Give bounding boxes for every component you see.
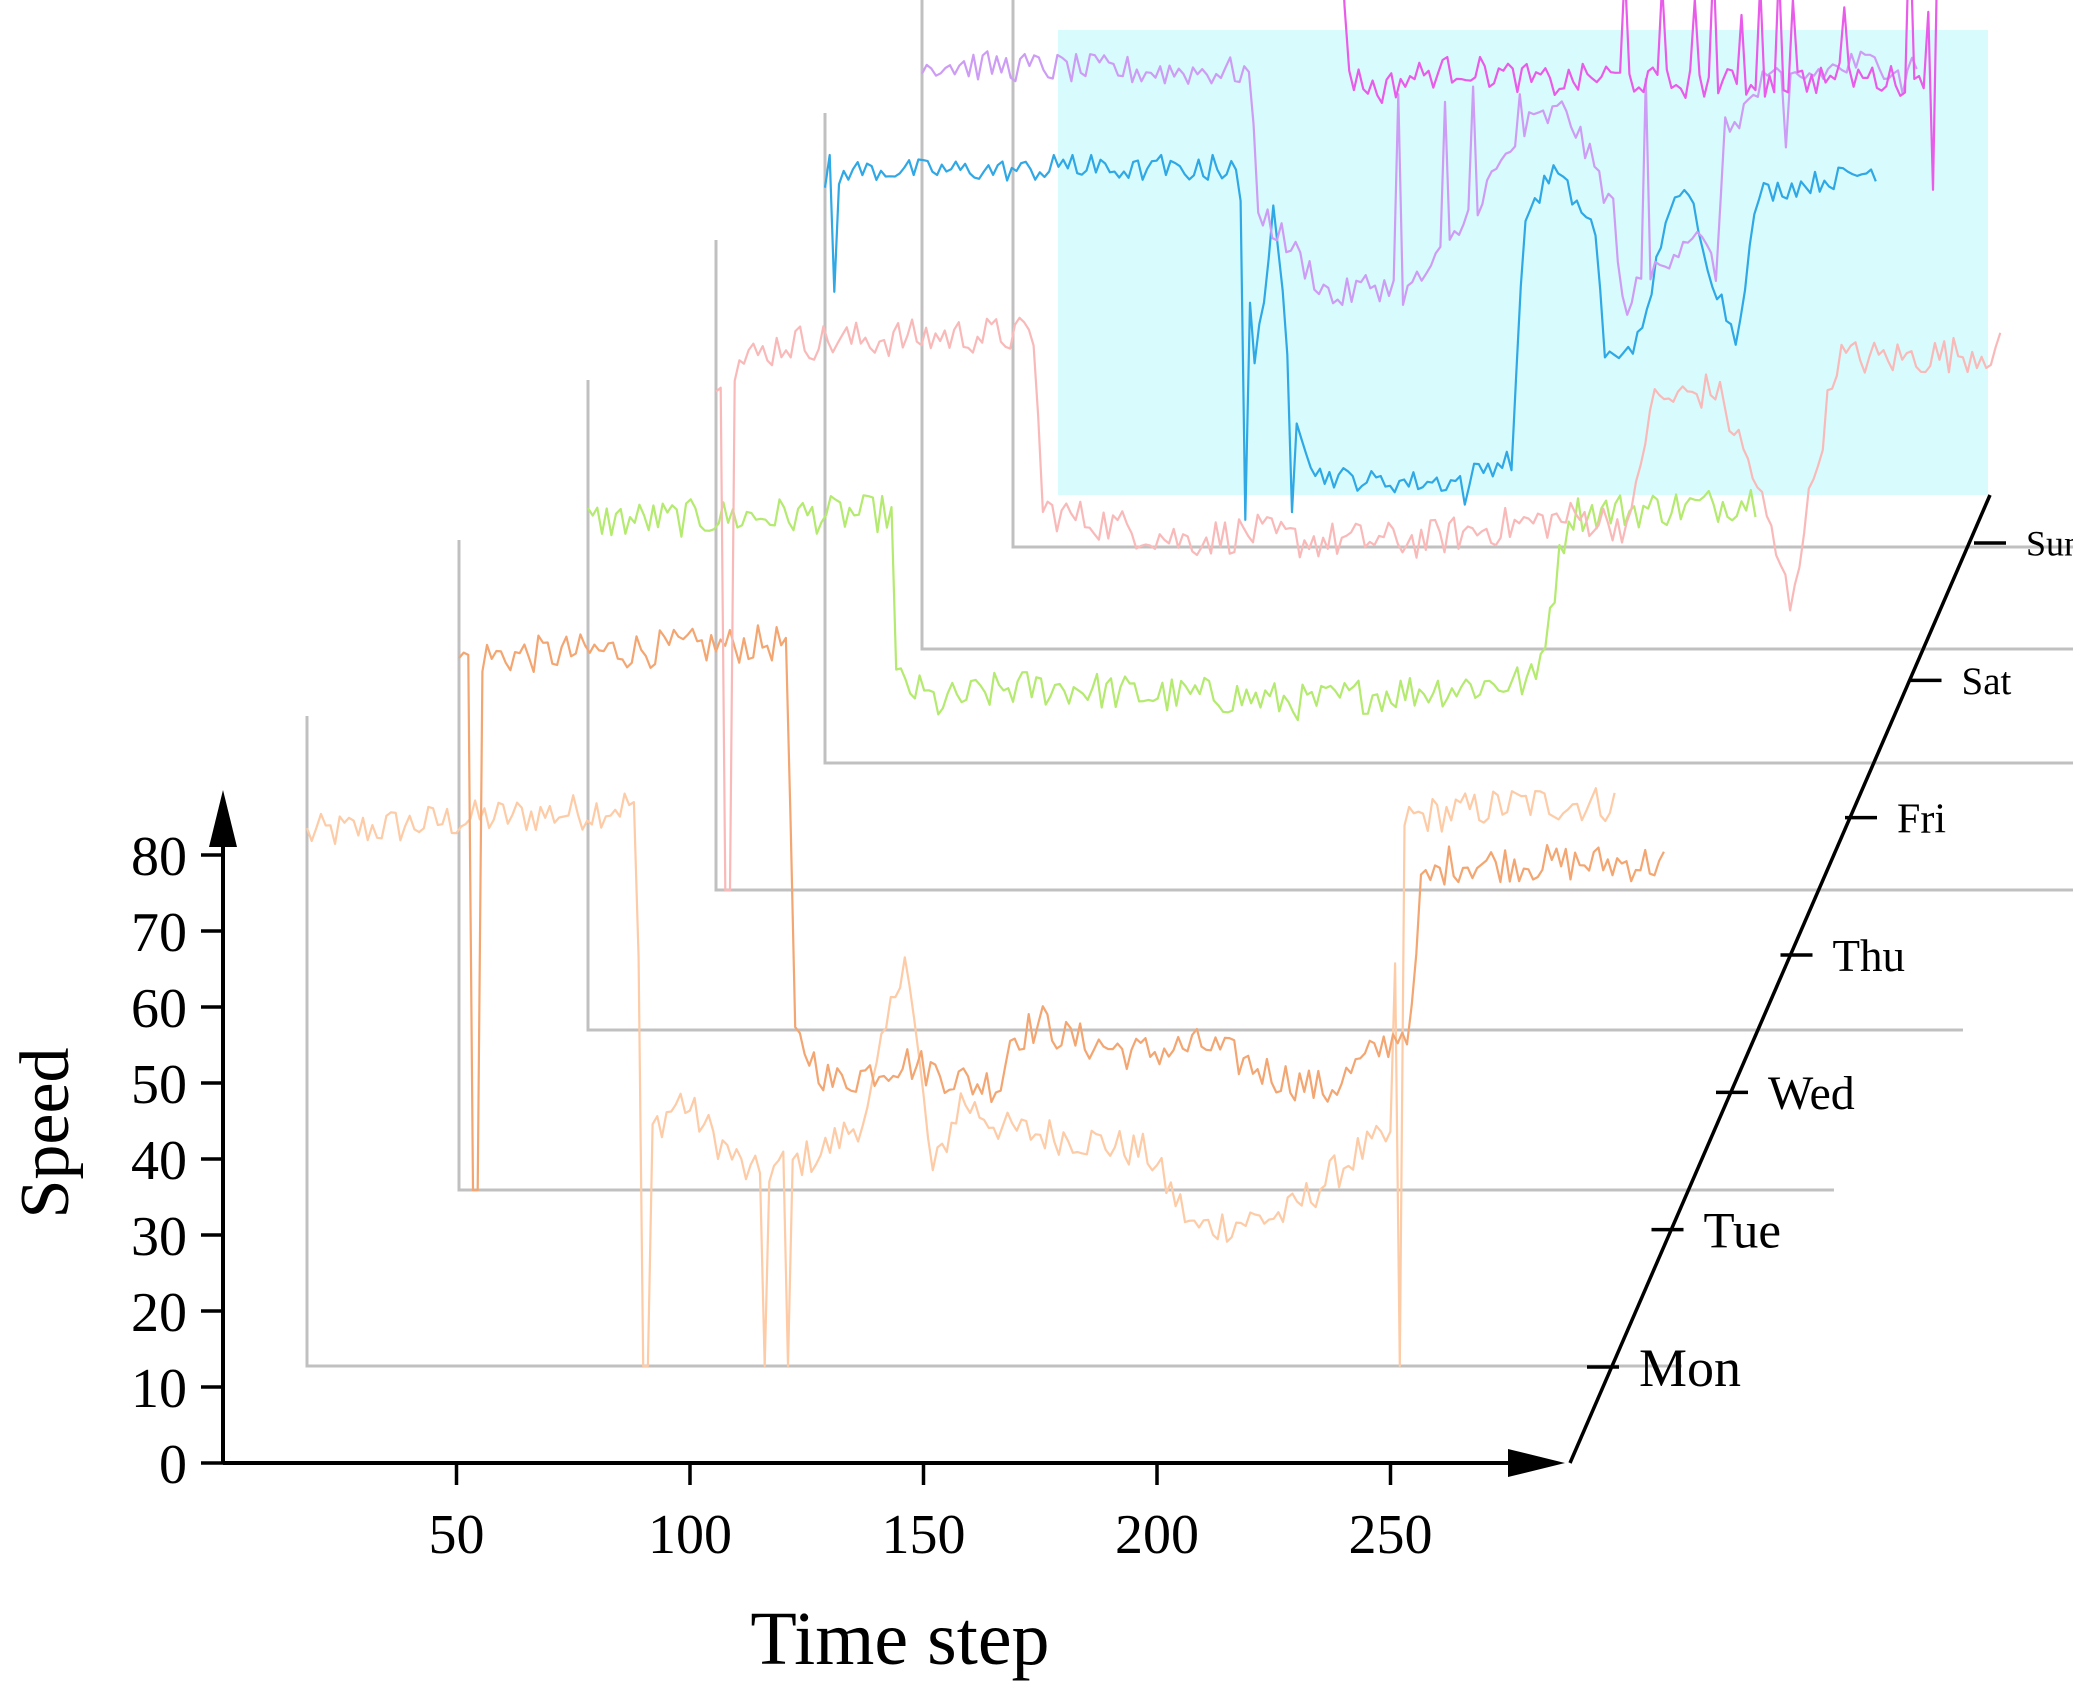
y-tick-label: 50 <box>131 1054 187 1116</box>
x-tick-label: 100 <box>648 1504 732 1566</box>
series-line-wed <box>587 488 1757 722</box>
baseline-tue <box>457 540 1834 1192</box>
series-line-mon <box>305 787 1616 1368</box>
x-axis-title: Time step <box>750 1597 1049 1681</box>
depth-label-mon: Mon <box>1639 1338 1741 1398</box>
depth-label-sat: Sat <box>1962 660 2012 703</box>
x-tick-label: 50 <box>429 1504 485 1566</box>
depth-label-tue: Tue <box>1704 1204 1782 1260</box>
x-tick-label: 250 <box>1349 1504 1433 1566</box>
y-tick-label: 60 <box>131 978 187 1040</box>
x-tick-label: 150 <box>882 1504 966 1566</box>
series-layer <box>305 0 2002 1368</box>
y-axis-arrow <box>209 790 237 847</box>
y-axis-title: Speed <box>7 1047 84 1218</box>
y-tick-label: 80 <box>131 826 187 888</box>
baseline-mon <box>305 716 1682 1368</box>
y-tick-label: 30 <box>131 1206 187 1268</box>
depth-label-sun: Sun <box>2026 524 2073 564</box>
baseline-sat <box>920 0 2073 651</box>
y-tick-label: 70 <box>131 902 187 964</box>
series-baselines <box>305 0 2073 1368</box>
y-tick-label: 0 <box>159 1434 187 1496</box>
y-tick-label: 20 <box>131 1282 187 1344</box>
series-line-thu <box>715 316 2002 892</box>
depth-label-thu: Thu <box>1833 931 1906 981</box>
x-axis-arrow <box>1508 1449 1565 1477</box>
series-line-tue <box>458 624 1665 1192</box>
depth-axis: Mon Tue Wed Thu Fri Sat Sun <box>1568 494 2073 1464</box>
baseline-sun <box>1011 0 2073 549</box>
series-line-sun <box>1343 0 1938 191</box>
x-tick-label: 200 <box>1115 1504 1199 1566</box>
depth-label-fri: Fri <box>1897 796 1946 842</box>
depth-label-wed: Wed <box>1768 1067 1855 1120</box>
baseline-thu <box>714 240 2073 892</box>
series-line-sat <box>921 50 1918 316</box>
y-tick-label: 40 <box>131 1130 187 1192</box>
depth-axis-line <box>1568 494 1992 1464</box>
baseline-wed <box>586 380 1963 1032</box>
series-line-fri <box>823 153 1877 521</box>
main-axes: 0 10 20 30 40 50 60 70 80 50 100 150 200 250 <box>131 790 1565 1566</box>
y-tick-label: 10 <box>131 1358 187 1420</box>
